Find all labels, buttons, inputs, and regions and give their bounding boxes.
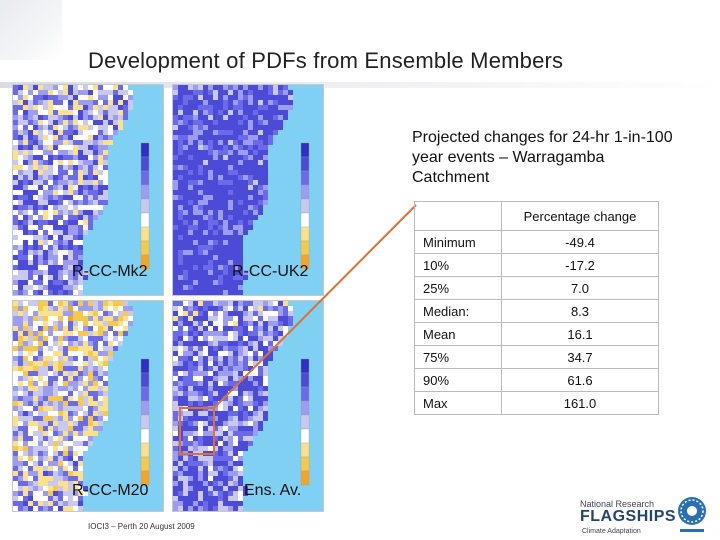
table-row: Minimum -49.4 (414, 230, 659, 254)
table-row: Median: 8.3 (414, 299, 659, 323)
row-label: Median: (414, 299, 502, 323)
footer-text: IOCI3 – Perth 20 August 2009 (88, 522, 195, 531)
row-value: 61.6 (501, 368, 659, 392)
row-label: 25% (414, 276, 502, 300)
row-label: 90% (414, 368, 502, 392)
rainfall-change-map (173, 85, 323, 295)
table-row: 75% 34.7 (414, 345, 659, 369)
percentage-change-table: Percentage change Minimum -49.4 10% -17.2 25… (414, 201, 659, 415)
table-header-row: Percentage change (414, 201, 659, 231)
table-row: Mean 16.1 (414, 322, 659, 346)
map-panel-ens-av (172, 300, 324, 512)
row-label: 10% (414, 253, 502, 277)
logo-line-1: National Research (580, 499, 655, 509)
rainfall-change-map (13, 301, 163, 511)
logo-line-3: Climate Adaptation (582, 528, 641, 535)
projection-description: Projected changes for 24-hr 1-in-100 yea… (412, 129, 673, 186)
row-value: -49.4 (501, 230, 659, 254)
map-label-mk2: R-CC-Mk2 (72, 263, 148, 280)
table-header-blank (414, 201, 502, 231)
rainfall-change-map (173, 301, 323, 511)
callout-line (213, 204, 417, 409)
table-row: 10% -17.2 (414, 253, 659, 277)
map-label-ens-av: Ens. Av. (244, 482, 302, 499)
row-label: Max (414, 391, 502, 415)
row-value: 161.0 (501, 391, 659, 415)
row-value: 7.0 (501, 276, 659, 300)
slide-title: Development of PDFs from Ensemble Member… (88, 48, 564, 73)
table-row: Max 161.0 (414, 391, 659, 415)
table-row: 25% 7.0 (414, 276, 659, 300)
logo-line-2: FLAGSHIPS (580, 508, 677, 525)
row-label: Minimum (414, 230, 502, 254)
csiro-seal-icon (678, 497, 706, 532)
rainfall-change-map (13, 85, 163, 295)
row-label: Mean (414, 322, 502, 346)
row-value: -17.2 (501, 253, 659, 277)
catchment-highlight-box (179, 407, 215, 455)
flagships-logo: National Research FLAGSHIPS Climate Adap… (580, 495, 720, 540)
row-value: 8.3 (501, 299, 659, 323)
map-panel-uk2 (172, 84, 324, 296)
map-panel-m20 (12, 300, 164, 512)
table-row: 90% 61.6 (414, 368, 659, 392)
row-label: 75% (414, 345, 502, 369)
row-value: 16.1 (501, 322, 659, 346)
map-panel-mk2 (12, 84, 164, 296)
row-value: 34.7 (501, 345, 659, 369)
title-rule (0, 82, 720, 88)
map-label-m20: R-CC-M20 (72, 482, 149, 499)
table-header: Percentage change (501, 201, 659, 231)
map-label-uk2: R-CC-UK2 (232, 263, 309, 280)
corner-decoration (0, 0, 62, 60)
